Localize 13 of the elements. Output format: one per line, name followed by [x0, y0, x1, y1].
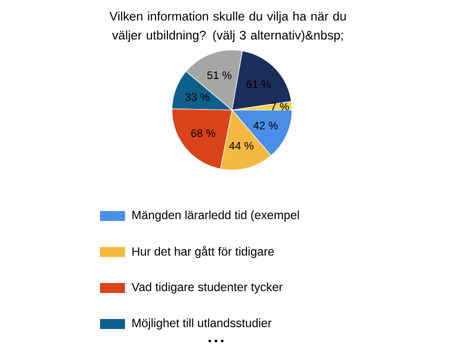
- chart-title: Vilken information skulle du vilja ha när du väljer utbildning? (välj 3 alternativ)&nbsp;: [109, 12, 346, 42]
- data-label: 33 %: [185, 93, 210, 101]
- legend-label: Hur det har gått för tidigare: [132, 246, 274, 258]
- data-label: 44 %: [229, 142, 254, 150]
- data-label: 7 %: [271, 102, 289, 110]
- data-label: 61 %: [246, 80, 271, 88]
- legend-label: Vad tidigare studenter tycker: [132, 282, 283, 294]
- data-label: 68 %: [191, 129, 216, 138]
- data-label: 42 %: [253, 122, 278, 130]
- legend-label: Möjlighet till utlandsstudier: [132, 318, 272, 330]
- data-label: 51 %: [207, 71, 232, 80]
- text: • • •: [208, 340, 224, 342]
- legend-label: Mängden lärarledd tid (exempel: [132, 210, 299, 222]
